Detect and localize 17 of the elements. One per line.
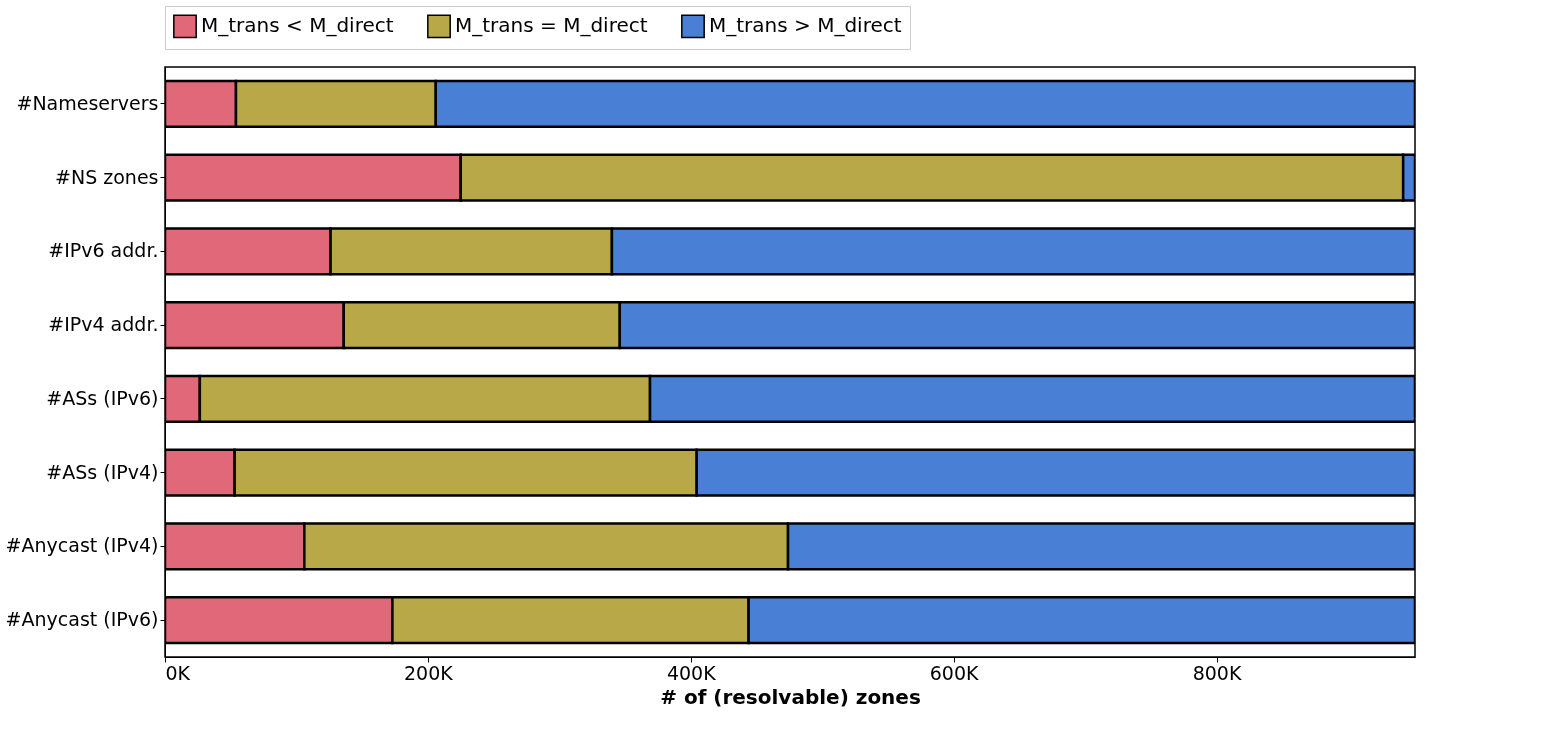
legend-label: M_trans = M_direct (455, 13, 648, 38)
x-tick-label: 200K (404, 661, 454, 684)
y-tick-label: #IPv4 addr. (48, 313, 159, 336)
y-tick-label: #ASs (IPv6) (46, 386, 159, 409)
y-tick-label: #Anycast (IPv6) (5, 608, 159, 631)
x-tick-label: 800K (1192, 661, 1242, 684)
x-tick-label: 600K (929, 661, 980, 684)
legend-label: M_trans < M_direct (201, 13, 394, 38)
legend-label: M_trans > M_direct (709, 13, 902, 38)
y-tick-label: #IPv6 addr. (48, 239, 159, 262)
y-tick-label: #Nameservers (16, 91, 159, 114)
x-axis-title: # of (resolvable) zones (660, 684, 921, 709)
x-tick-label: 0K (165, 661, 191, 684)
y-tick-label: #Anycast (IPv4) (5, 534, 159, 557)
y-tick-label: #ASs (IPv4) (46, 460, 159, 483)
x-tick-label: 400K (666, 661, 717, 684)
y-tick-label: #NS zones (55, 165, 159, 188)
